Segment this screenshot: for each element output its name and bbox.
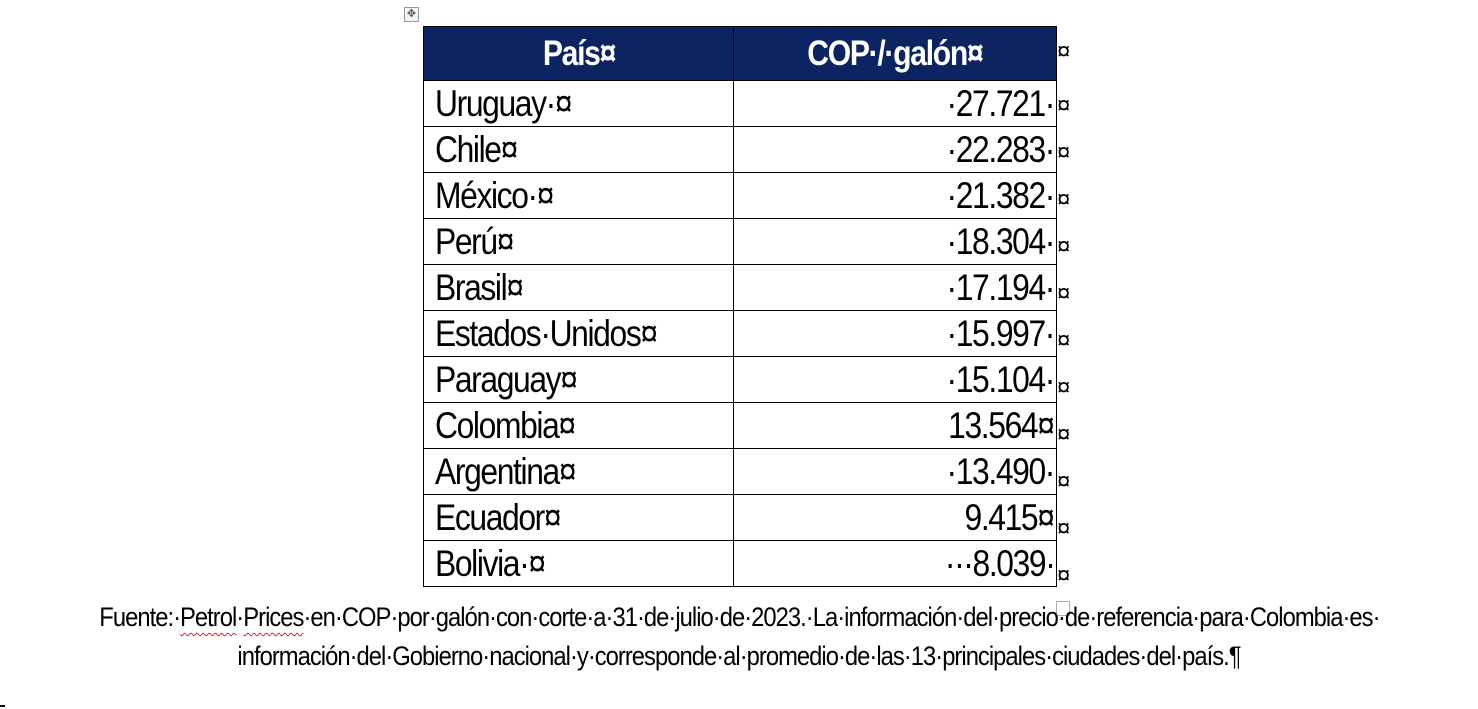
table-row: Ecuador¤ 9.415¤ (423, 494, 1057, 541)
country-name: Uruguay·¤ (435, 82, 573, 124)
cell-price[interactable]: ·15.104· (733, 356, 1057, 403)
table-row: México·¤ ·21.382· (423, 172, 1057, 219)
cell-price[interactable]: ·18.304· (733, 218, 1057, 265)
cell-country[interactable]: Colombia¤ (423, 402, 734, 449)
price-value: ·22.283· (946, 128, 1055, 170)
table-row: Uruguay·¤ ·27.721· (423, 80, 1057, 127)
table-row: Brasil¤ ·17.194· (423, 264, 1057, 311)
cell-price[interactable]: ·13.490· (733, 448, 1057, 495)
table-row: Paraguay¤ ·15.104· (423, 356, 1057, 403)
cell-country[interactable]: Perú¤ (423, 218, 734, 265)
price-value: ·18.304· (946, 220, 1055, 262)
cell-country[interactable]: Chile¤ (423, 126, 734, 173)
price-value: 9.415¤ (964, 496, 1055, 538)
price-value: ·27.721· (946, 82, 1055, 124)
price-value: ·17.194· (946, 266, 1055, 308)
row-end-mark: ¤ (1057, 92, 1071, 119)
cell-country[interactable]: Uruguay·¤ (423, 80, 734, 127)
country-name: Colombia¤ (435, 404, 576, 446)
cell-price[interactable]: ·15.997· (733, 310, 1057, 357)
cell-country[interactable]: Bolivia·¤ (423, 540, 734, 587)
row-end-mark: ¤ (1057, 562, 1071, 589)
caption-line-2: información·del·Gobierno·nacional·y·corr… (0, 637, 1478, 676)
cell-country[interactable]: Brasil¤ (423, 264, 734, 311)
spellcheck-word[interactable]: Prices (242, 602, 304, 632)
caption-text: información·del·Gobierno·nacional·y·corr… (237, 641, 1241, 671)
cell-country[interactable]: Paraguay¤ (423, 356, 734, 403)
country-name: Brasil¤ (435, 266, 524, 308)
caption-text: ·en·COP·por·galón·con·corte·a·31·de·juli… (303, 602, 1380, 632)
country-name: Chile¤ (435, 128, 518, 170)
cell-price[interactable]: ·21.382· (733, 172, 1057, 219)
country-name: Ecuador¤ (435, 496, 562, 538)
country-name: Bolivia·¤ (435, 542, 546, 584)
fuel-price-table: País¤ COP·/·galón¤ Uruguay·¤ ·27.721· Ch… (423, 26, 1057, 587)
cell-price[interactable]: ·27.721· (733, 80, 1057, 127)
country-name: México·¤ (435, 174, 554, 216)
table-row: Argentina¤ ·13.490· (423, 448, 1057, 495)
table-row: Colombia¤ 13.564¤ (423, 402, 1057, 449)
table-row: Bolivia·¤ ···8.039· (423, 540, 1057, 587)
table-header-row: País¤ COP·/·galón¤ (423, 26, 1057, 81)
spellcheck-word[interactable]: Petrol (179, 602, 237, 632)
row-end-mark: ¤ (1057, 139, 1071, 166)
row-end-mark: ¤ (1057, 186, 1071, 213)
row-end-mark: ¤ (1057, 374, 1071, 401)
caption-prefix: Fuente:· (98, 602, 181, 632)
cell-price[interactable]: ···8.039· (733, 540, 1057, 587)
cell-price[interactable]: ·22.283· (733, 126, 1057, 173)
country-name: Estados·Unidos¤ (435, 312, 658, 354)
table-source-caption: Fuente:·Petrol·Prices·en·COP·por·galón·c… (0, 598, 1478, 676)
header-price-label: COP·/·galón¤ (807, 33, 983, 73)
price-value: ·13.490· (946, 450, 1055, 492)
cell-country[interactable]: Estados·Unidos¤ (423, 310, 734, 357)
price-value: ·15.104· (946, 358, 1055, 400)
row-end-mark: ¤ (1057, 280, 1071, 307)
table-row: Estados·Unidos¤ ·15.997· (423, 310, 1057, 357)
header-country[interactable]: País¤ (423, 26, 734, 81)
country-name: Paraguay¤ (435, 358, 578, 400)
row-end-mark: ¤ (1057, 515, 1071, 542)
margin-mark (0, 705, 5, 707)
row-end-mark: ¤ (1057, 421, 1071, 448)
table-move-handle-icon[interactable]: ✥ (404, 7, 419, 22)
row-end-mark: ¤ (1057, 233, 1071, 260)
row-end-mark: ¤ (1057, 38, 1071, 65)
price-value: 13.564¤ (948, 404, 1056, 446)
cell-price[interactable]: 9.415¤ (733, 494, 1057, 541)
price-value: ···8.039· (944, 542, 1055, 584)
row-end-mark: ¤ (1057, 468, 1071, 495)
caption-line-1: Fuente:·Petrol·Prices·en·COP·por·galón·c… (0, 598, 1478, 637)
caption-separator: · (235, 602, 244, 632)
cell-price[interactable]: 13.564¤ (733, 402, 1057, 449)
cell-country[interactable]: Ecuador¤ (423, 494, 734, 541)
header-country-label: País¤ (542, 33, 616, 73)
table-row: Perú¤ ·18.304· (423, 218, 1057, 265)
row-end-mark: ¤ (1057, 327, 1071, 354)
cell-country[interactable]: Argentina¤ (423, 448, 734, 495)
price-value: ·21.382· (946, 174, 1055, 216)
cell-country[interactable]: México·¤ (423, 172, 734, 219)
table-resize-handle[interactable] (1056, 601, 1070, 616)
price-value: ·15.997· (946, 312, 1055, 354)
header-price[interactable]: COP·/·galón¤ (733, 26, 1057, 81)
table-row: Chile¤ ·22.283· (423, 126, 1057, 173)
cell-price[interactable]: ·17.194· (733, 264, 1057, 311)
country-name: Perú¤ (435, 220, 514, 262)
country-name: Argentina¤ (435, 450, 577, 492)
